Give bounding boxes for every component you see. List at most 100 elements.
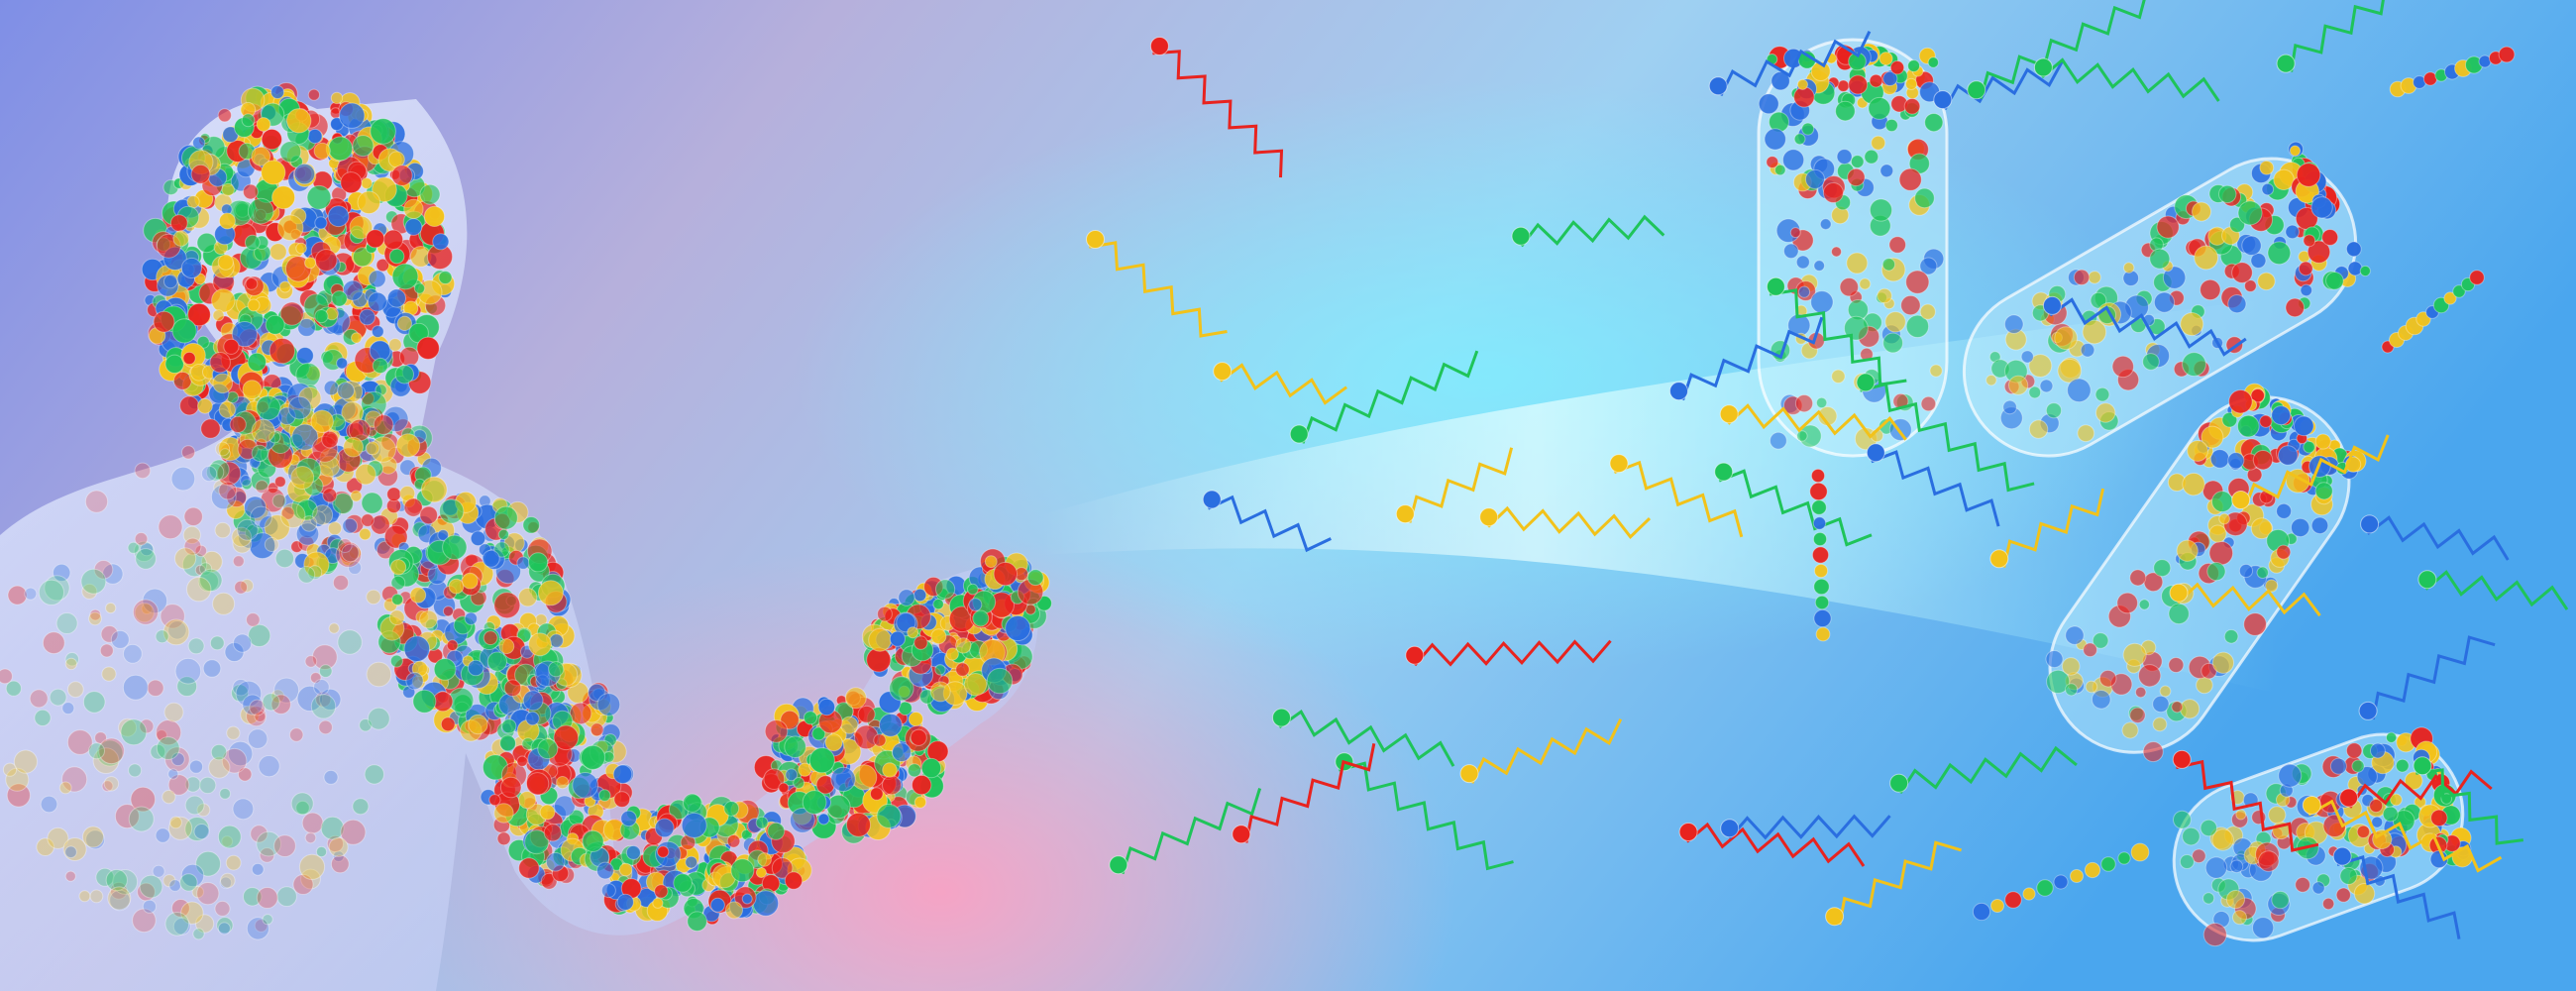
particle xyxy=(2303,234,2316,248)
particle xyxy=(235,680,263,708)
particle xyxy=(332,574,350,592)
particle xyxy=(763,768,786,790)
particle xyxy=(590,722,604,737)
particle xyxy=(197,571,219,593)
particle xyxy=(330,854,350,874)
particle xyxy=(256,887,278,909)
particle xyxy=(160,604,185,629)
particle xyxy=(300,868,321,890)
chain xyxy=(2002,488,2105,568)
particle xyxy=(2390,793,2403,807)
chain-head xyxy=(1719,404,1739,424)
particle xyxy=(1864,149,1879,165)
particle xyxy=(764,719,789,743)
particle xyxy=(493,592,521,619)
particle xyxy=(2039,379,2054,393)
particle xyxy=(1770,431,1787,450)
particle xyxy=(403,198,424,220)
chain xyxy=(1301,350,1479,444)
particle xyxy=(226,487,248,508)
particle xyxy=(352,135,375,158)
particle xyxy=(1815,626,1831,642)
particle xyxy=(232,679,250,697)
particle xyxy=(625,844,641,860)
particle xyxy=(2285,297,2306,318)
particle xyxy=(2259,414,2273,428)
particle xyxy=(271,185,296,210)
particle xyxy=(359,718,373,732)
particle xyxy=(221,747,248,774)
particle xyxy=(339,102,366,129)
particle xyxy=(367,291,387,312)
particle xyxy=(337,629,363,655)
particle xyxy=(205,463,225,482)
particle xyxy=(167,768,179,780)
particle xyxy=(618,862,633,877)
particle xyxy=(2385,731,2398,743)
particle xyxy=(326,834,344,853)
particle xyxy=(118,717,138,737)
particle xyxy=(2218,512,2230,525)
particle xyxy=(2285,224,2300,240)
particle xyxy=(2204,856,2228,879)
particle xyxy=(2153,291,2176,313)
chain xyxy=(1943,60,2064,111)
particle xyxy=(840,716,859,734)
particle xyxy=(279,502,306,529)
particle xyxy=(1848,52,1867,71)
particle xyxy=(2002,399,2017,415)
particle xyxy=(373,414,394,435)
particle xyxy=(2273,168,2295,191)
particle xyxy=(2065,683,2079,697)
particle xyxy=(467,659,484,677)
particle xyxy=(314,216,328,230)
particle xyxy=(128,763,143,778)
particle xyxy=(598,789,611,802)
particle xyxy=(167,620,187,640)
particle xyxy=(723,801,740,817)
chain xyxy=(1089,241,1228,338)
particle xyxy=(94,731,107,744)
particle xyxy=(2200,278,2221,301)
particle xyxy=(1815,396,1828,409)
particle xyxy=(270,689,285,704)
particle xyxy=(98,737,125,765)
chain xyxy=(1470,718,1623,784)
particle xyxy=(34,709,52,727)
particle xyxy=(2211,651,2235,674)
particle xyxy=(2153,559,2172,578)
particle xyxy=(179,395,200,416)
particle xyxy=(244,234,261,251)
particle xyxy=(1812,516,1827,530)
particle xyxy=(2430,809,2448,827)
particle xyxy=(202,659,222,678)
particle xyxy=(2231,262,2253,283)
chain-head xyxy=(1086,230,1105,249)
particle xyxy=(208,756,231,779)
particle xyxy=(36,837,55,857)
particle xyxy=(95,867,115,887)
particle xyxy=(802,790,827,815)
particle xyxy=(433,658,457,681)
particle xyxy=(217,922,231,936)
chain xyxy=(1871,450,2000,527)
chain xyxy=(2366,515,2510,561)
particle xyxy=(2261,182,2275,196)
chain xyxy=(1613,460,1744,538)
particle xyxy=(336,357,349,370)
particle xyxy=(152,864,165,878)
particle xyxy=(332,493,355,515)
particle xyxy=(524,829,550,855)
chain xyxy=(1898,745,2078,795)
particle xyxy=(2289,145,2302,157)
particle xyxy=(1869,73,1883,88)
particle xyxy=(249,532,276,560)
particle xyxy=(2179,854,2195,870)
particle xyxy=(2142,353,2160,371)
particle xyxy=(223,338,240,355)
particle xyxy=(195,850,222,877)
particle xyxy=(89,889,104,904)
particle xyxy=(1766,156,1779,168)
particle xyxy=(518,588,538,607)
